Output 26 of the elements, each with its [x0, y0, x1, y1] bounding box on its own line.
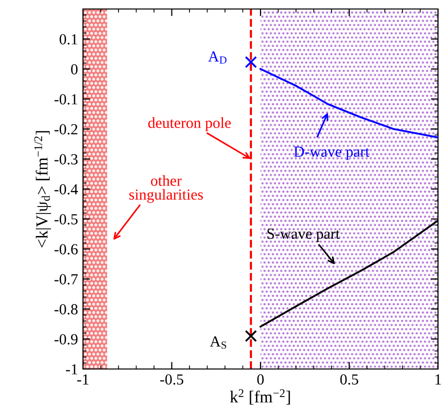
x-tick-label: 1: [436, 374, 441, 384]
x-axis-title: k$^{2}$ [fm$^{−2}$]: [230, 389, 290, 405]
y-tick-label: -0.3: [54, 154, 78, 165]
x-tick-label: 0.5: [340, 374, 358, 385]
annotation: D-wave part: [294, 146, 370, 160]
x-tick-label: 0: [257, 374, 264, 385]
annotation: S-wave part: [267, 228, 340, 242]
annotation: other singularities: [129, 175, 203, 203]
annotation: deuteron pole: [148, 117, 231, 132]
y-tick-label: -0.7: [54, 274, 78, 285]
series-label: A$_{S}$: [210, 336, 226, 349]
series-label: A$_{D}$: [208, 51, 227, 64]
y-tick-label: -0.1: [54, 94, 78, 105]
y-tick-label: -0.2: [54, 124, 78, 135]
y-tick-label: -0.6: [54, 244, 78, 255]
x-tick-label: -1: [77, 374, 88, 384]
x-tick-label: -0.5: [160, 374, 184, 385]
line-series: [260, 68, 438, 138]
y-axis-title: <k|V|ψ$_{d}$> [fm$^{−1/2}$]: [34, 131, 52, 248]
y-tick-label: -0.5: [54, 214, 78, 225]
y-tick-label: 0.1: [60, 34, 78, 45]
y-tick-label: 0: [71, 64, 78, 74]
y-tick-label: -0.9: [54, 334, 78, 345]
y-tick-label: -0.4: [54, 184, 78, 195]
y-tick-label: -0.8: [54, 304, 78, 315]
y-tick-label: -1: [66, 364, 78, 374]
